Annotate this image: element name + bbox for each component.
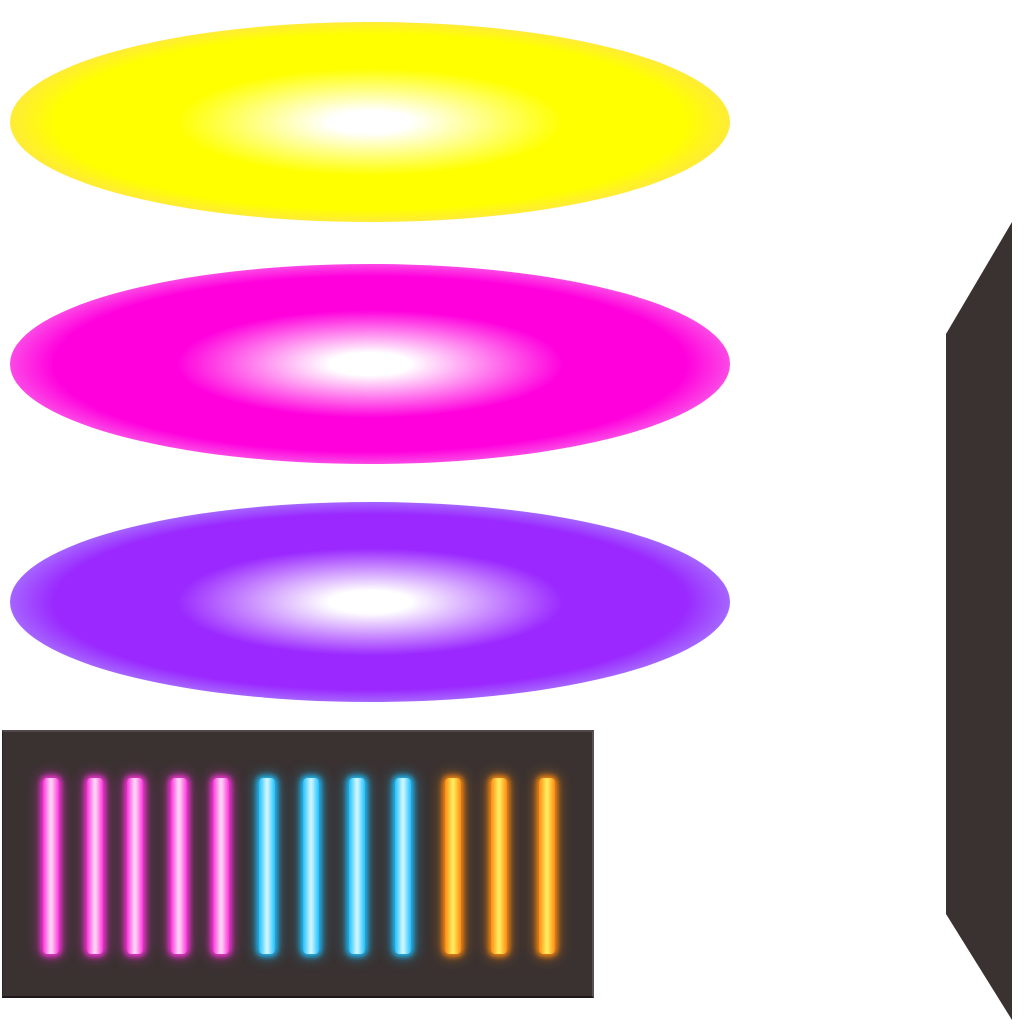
neon-tube [539,778,555,954]
yellow-glow-ellipse [10,22,730,222]
neon-tube [213,778,229,954]
neon-tube [171,778,187,954]
neon-tube [395,778,411,954]
neon-tube [303,778,319,954]
neon-tube [445,778,461,954]
neon-tube [259,778,275,954]
neon-tube [43,778,59,954]
neon-tube [349,778,365,954]
neon-tube [87,778,103,954]
neon-tube-panel [2,730,594,998]
magenta-glow-ellipse [10,264,730,464]
neon-tube [491,778,507,954]
dark-side-panel [946,222,1012,1020]
neon-tube [127,778,143,954]
purple-glow-ellipse [10,502,730,702]
